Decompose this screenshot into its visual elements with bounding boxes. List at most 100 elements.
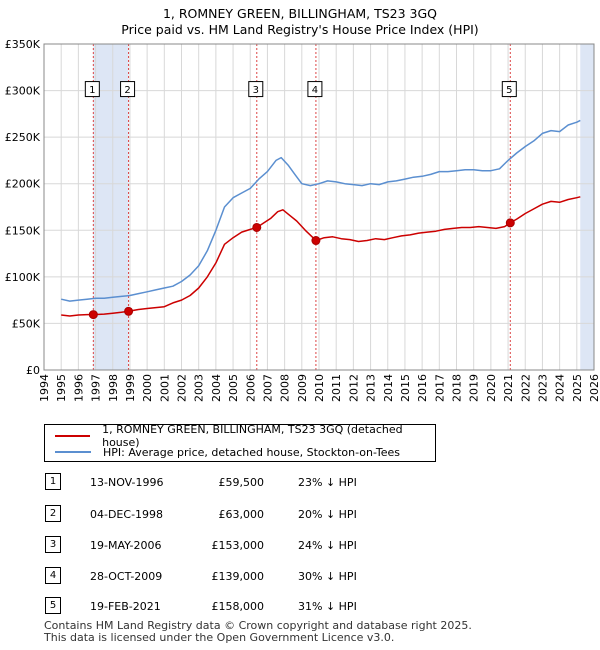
sale-label-frame	[501, 81, 517, 98]
shaded-period	[580, 44, 594, 370]
footer-licence: This data is licensed under the Open Gov…	[44, 631, 395, 644]
sale-label-box: 3	[248, 81, 264, 98]
x-tick-label: 1995	[55, 374, 68, 402]
y-tick-label: £0	[26, 364, 40, 377]
sale-price: £139,000	[211, 570, 265, 583]
x-tick-label: 2000	[141, 374, 154, 402]
sale-number-badge: 5	[45, 597, 61, 614]
sale-label-frame	[307, 81, 323, 98]
x-tick-label: 2001	[158, 374, 171, 402]
legend-item-property: 1, ROMNEY GREEN, BILLINGHAM, TS23 3GQ (d…	[55, 423, 435, 449]
sale-price: £153,000	[211, 539, 265, 552]
table-row: 2 04-DEC-1998 £63,000 20% ↓ HPI	[0, 505, 600, 527]
sale-date: 13-NOV-1996	[90, 476, 164, 489]
legend-label-property: 1, ROMNEY GREEN, BILLINGHAM, TS23 3GQ (d…	[102, 423, 403, 449]
sale-label-box: 5	[501, 81, 517, 98]
x-tick-label: 2011	[330, 374, 343, 402]
x-tick-label: 2003	[193, 374, 206, 402]
x-tick-label: 1998	[107, 374, 120, 402]
sale-point	[88, 310, 98, 320]
y-tick-label: £150K	[5, 224, 41, 237]
x-tick-label: 1996	[72, 374, 85, 402]
sale-label: 3	[253, 85, 259, 96]
sale-label: 5	[506, 85, 512, 96]
sale-label: 2	[124, 85, 130, 96]
x-tick-label: 2025	[571, 374, 584, 402]
x-tick-label: 2020	[485, 374, 498, 402]
x-tick-label: 2017	[433, 374, 446, 402]
sale-hpi-diff: 30% ↓ HPI	[298, 570, 357, 583]
x-tick-label: 2006	[244, 374, 257, 402]
sale-number-badge: 4	[45, 567, 61, 584]
legend-swatch-property	[55, 435, 91, 437]
sale-label-frame	[248, 81, 264, 98]
x-tick-label: 2015	[399, 374, 412, 402]
sale-point	[124, 306, 134, 316]
y-tick-label: £350K	[5, 38, 41, 51]
chart-subtitle: Price paid vs. HM Land Registry's House …	[121, 22, 479, 37]
x-tick-label: 2018	[451, 374, 464, 402]
sale-label: 1	[89, 85, 95, 96]
x-tick-label: 2002	[176, 374, 189, 402]
sale-point	[505, 218, 515, 228]
x-tick-label: 2005	[227, 374, 240, 402]
x-tick-label: 1994	[38, 374, 51, 402]
sale-number-badge: 2	[45, 505, 61, 522]
x-tick-label: 2021	[502, 374, 515, 402]
sale-number-badge: 1	[45, 473, 61, 490]
price-chart: £0 £50K £100K £150K £200K £250K £300K £350K 1994…	[5, 38, 600, 402]
x-tick-label: 2012	[347, 374, 360, 402]
sale-label-frame	[120, 81, 136, 98]
x-tick-label: 2024	[554, 374, 567, 402]
x-tick-label: 2019	[468, 374, 481, 402]
x-tick-label: 2009	[296, 374, 309, 402]
sale-point	[311, 236, 321, 246]
sale-price: £158,000	[211, 600, 265, 613]
x-tick-label: 2013	[365, 374, 378, 402]
chart-title: 1, ROMNEY GREEN, BILLINGHAM, TS23 3GQ	[162, 6, 438, 21]
hpi-line	[61, 119, 581, 302]
legend-item-hpi: HPI: Average price, detached house, Stoc…	[55, 444, 400, 460]
sale-label: 4	[312, 85, 318, 96]
x-tick-label: 2026	[588, 374, 600, 402]
sale-label-box: 1	[84, 81, 100, 98]
sale-date: 19-FEB-2021	[90, 600, 161, 613]
x-tick-label: 2004	[210, 374, 223, 402]
x-tick-label: 2007	[261, 374, 274, 402]
x-tick-label: 2023	[536, 374, 549, 402]
legend: 1, ROMNEY GREEN, BILLINGHAM, TS23 3GQ (d…	[44, 423, 436, 462]
sale-hpi-diff: 20% ↓ HPI	[298, 508, 357, 521]
footer: Contains HM Land Registry data © Crown c…	[44, 620, 472, 644]
x-tick-label: 1999	[124, 374, 137, 402]
sale-date: 28-OCT-2009	[90, 570, 163, 583]
sale-price: £63,000	[218, 508, 265, 521]
sale-label-box: 2	[120, 81, 136, 98]
legend-label-hpi: HPI: Average price, detached house, Stoc…	[103, 445, 401, 459]
shaded-period	[93, 44, 129, 370]
sale-number-badge: 3	[45, 536, 61, 553]
sale-price: £59,500	[218, 476, 265, 489]
x-tick-label: 2016	[416, 374, 429, 402]
sale-hpi-diff: 24% ↓ HPI	[298, 539, 357, 552]
x-tick-label: 2022	[519, 374, 532, 402]
x-tick-label: 2014	[382, 374, 395, 402]
y-tick-label: £200K	[5, 178, 41, 191]
y-tick-label: £300K	[5, 85, 41, 98]
x-tick-label: 2008	[279, 374, 292, 402]
table-row: 3 19-MAY-2006 £153,000 24% ↓ HPI	[0, 536, 600, 558]
sale-label-frame	[84, 81, 100, 98]
y-tick-label: £250K	[5, 131, 41, 144]
sale-hpi-diff: 23% ↓ HPI	[298, 476, 357, 489]
legend-swatch-hpi	[55, 451, 91, 453]
x-tick-label: 2010	[313, 374, 326, 402]
x-tick-label: 1997	[90, 374, 103, 402]
y-tick-label: £100K	[5, 271, 41, 284]
plot-frame	[43, 43, 595, 371]
table-row: 4 28-OCT-2009 £139,000 30% ↓ HPI	[0, 567, 600, 589]
y-tick-label: £50K	[12, 317, 41, 330]
sale-hpi-diff: 31% ↓ HPI	[298, 600, 357, 613]
sale-date: 04-DEC-1998	[90, 508, 164, 521]
sale-label-box: 4	[307, 81, 323, 98]
sale-date: 19-MAY-2006	[90, 539, 162, 552]
footer-copyright: Contains HM Land Registry data © Crown c…	[44, 619, 472, 632]
